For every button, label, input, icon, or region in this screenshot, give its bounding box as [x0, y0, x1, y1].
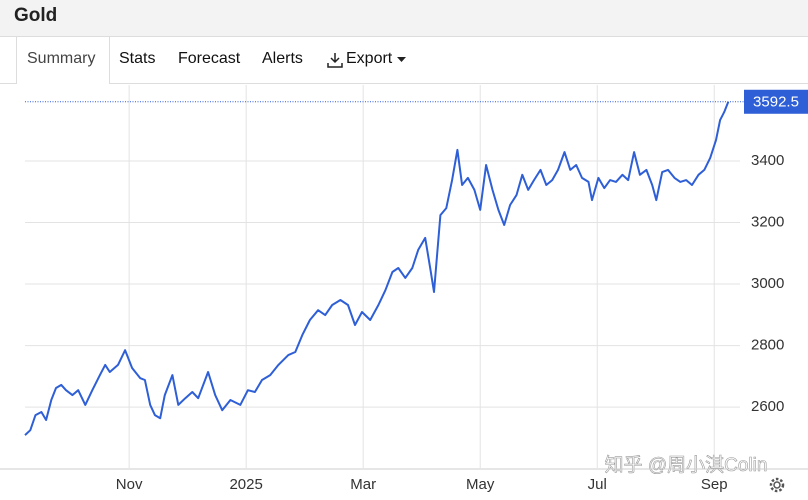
tab[interactable]: Export	[346, 50, 393, 67]
x-tick-label: Nov	[116, 476, 143, 493]
header: Gold	[0, 0, 808, 37]
y-tick-label: 2600	[751, 398, 784, 415]
tab[interactable]: Summary	[27, 50, 96, 67]
x-tick-label: 2025	[229, 476, 262, 493]
active-tab-bg	[16, 37, 110, 84]
tab-bar: Summary Stats Forecast Alerts Export	[0, 37, 808, 84]
title: Gold	[14, 5, 58, 26]
caret	[397, 57, 406, 62]
x-tick-label: Jul	[588, 476, 607, 493]
tab[interactable]: Alerts	[262, 50, 303, 67]
x-tick-label: Sep	[701, 476, 728, 493]
price-line	[24, 101, 730, 436]
tab[interactable]: Forecast	[178, 50, 241, 67]
settings-icon[interactable]	[769, 477, 785, 493]
y-tick-label: 3000	[751, 275, 784, 292]
watermark: 知乎 @周小淇Colin	[605, 454, 768, 476]
y-tick-label: 2800	[751, 337, 784, 354]
last-value-tag	[744, 89, 808, 114]
y-tick-label: 3400	[751, 152, 784, 169]
x-tick-label: May	[466, 476, 495, 493]
last-value-label: 3592.5	[753, 94, 799, 111]
download-icon	[327, 53, 343, 68]
y-tick-label: 3200	[751, 213, 784, 230]
x-tick-label: Mar	[350, 476, 376, 493]
tab[interactable]: Stats	[119, 50, 156, 67]
